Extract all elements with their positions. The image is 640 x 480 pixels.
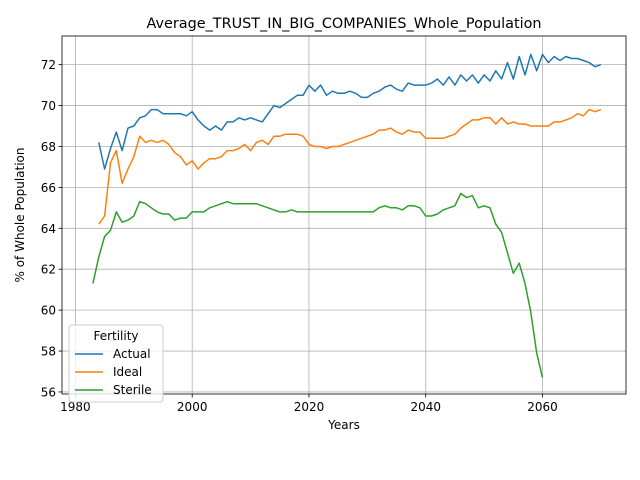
y-tick-label: 60 [41,304,56,318]
x-tick-label: 2040 [410,400,441,414]
x-tick-label: 2020 [294,400,325,414]
y-axis-label: % of Whole Population [13,148,27,283]
x-tick-label: 2060 [527,400,558,414]
y-tick-label: 66 [41,181,56,195]
y-tick-label: 64 [41,222,56,236]
plot-frame [61,35,627,395]
x-axis-label: Years [327,418,360,432]
y-tick-label: 58 [41,345,56,359]
series-line-actual [98,53,602,170]
legend: Fertility Actual Ideal Sterile [68,324,164,403]
legend-box [68,324,164,403]
chart-title: Average_TRUST_IN_BIG_COMPANIES_Whole_Pop… [146,16,541,32]
y-tick-label: 56 [41,385,56,399]
y-tick-label: 72 [41,58,56,72]
series-line-sterile [92,192,544,378]
grid [62,36,626,394]
x-tick-label: 1980 [60,400,91,414]
y-tick-label: 70 [41,99,56,113]
legend-label-actual: Actual [113,347,151,361]
legend-entries: Actual Ideal Sterile [75,347,152,397]
series-lines [92,53,602,378]
y-axis: 56 58 60 62 64 66 68 70 72 [41,58,62,399]
series-line-ideal [98,108,602,225]
legend-title: Fertility [93,329,138,343]
y-tick-label: 68 [41,140,56,154]
legend-label-ideal: Ideal [113,365,142,379]
y-tick-label: 62 [41,263,56,277]
legend-label-sterile: Sterile [113,383,152,397]
x-axis: 1980 2000 2020 2040 2060 [60,394,558,414]
x-tick-label: 2000 [177,400,208,414]
